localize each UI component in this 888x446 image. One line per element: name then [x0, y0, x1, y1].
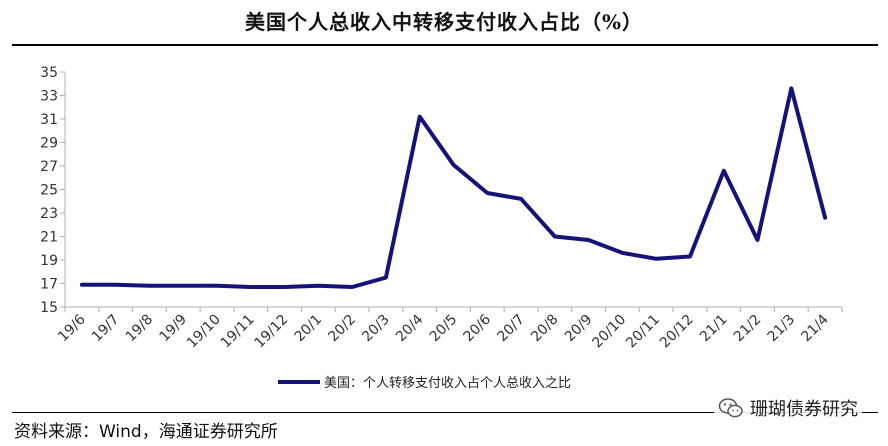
data-point: [216, 285, 218, 287]
y-tick-label: 23: [40, 206, 58, 222]
x-tick-label: 21/4: [798, 311, 832, 345]
x-tick-label: 20/10: [589, 312, 629, 352]
series-line: [79, 86, 828, 289]
data-point: [419, 116, 421, 118]
data-point: [824, 217, 826, 219]
wechat-icon: [718, 398, 743, 418]
data-point: [790, 87, 792, 89]
x-tick-label: 20/4: [393, 311, 427, 345]
x-tick-label: 20/11: [623, 312, 663, 352]
x-tick-label: 20/6: [461, 311, 495, 345]
data-point: [486, 192, 488, 194]
data-point: [284, 286, 286, 288]
data-point: [149, 285, 150, 287]
data-point: [554, 236, 556, 237]
data-point: [351, 286, 353, 288]
y-tick-label: 35: [40, 65, 58, 81]
y-tick-label: 15: [40, 300, 58, 316]
y-tick-label: 27: [40, 159, 58, 175]
series-layer: [79, 86, 828, 289]
y-tick-label: 17: [40, 277, 58, 293]
x-tick-label: 21/2: [731, 312, 765, 346]
x-tick-label: 21/3: [765, 312, 799, 346]
x-tick-label: 20/3: [359, 312, 393, 346]
y-tick-label: 21: [40, 230, 58, 246]
y-tick-label: 25: [40, 183, 58, 199]
x-tick-label: 19/8: [123, 312, 157, 346]
x-tick-label: 19/11: [218, 312, 258, 352]
x-tick-label: 20/2: [325, 312, 359, 346]
data-point: [115, 284, 117, 286]
x-tick-label: 21/1: [697, 312, 731, 346]
x-tick-label: 19/6: [55, 311, 89, 345]
data-point: [182, 285, 184, 287]
legend-label: 美国：个人转移支付收入占个人总收入之比: [324, 376, 571, 391]
data-point: [621, 252, 623, 254]
data-point: [723, 170, 725, 172]
source-note: 资料来源：Wind，海通证券研究所: [14, 422, 278, 442]
data-point: [385, 277, 387, 279]
y-tick-label: 31: [40, 112, 58, 128]
data-point: [588, 239, 590, 241]
x-tick-label: 20/12: [657, 312, 697, 352]
data-point: [317, 285, 319, 287]
watermark: 珊瑚债券研究: [714, 395, 862, 421]
data-point: [453, 164, 454, 166]
x-tick-label: 20/5: [427, 312, 461, 346]
title-divider: [12, 44, 878, 46]
data-point: [520, 198, 522, 200]
x-tick-label: 19/10: [184, 312, 224, 352]
watermark-text: 珊瑚债券研究: [750, 399, 858, 420]
data-point: [655, 258, 657, 260]
y-tick-label: 33: [40, 89, 58, 105]
y-tick-label: 19: [40, 253, 58, 269]
chart-title: 美国个人总收入中转移支付收入占比（%）: [244, 10, 643, 34]
y-axis: 15 17 19 21 23 25 27 29 31 33 35: [40, 65, 66, 316]
x-tick-label: 20/7: [494, 312, 528, 346]
data-point: [689, 256, 691, 257]
footer-divider: [12, 412, 878, 413]
legend: 美国：个人转移支付收入占个人总收入之比: [278, 376, 571, 391]
data-point: [81, 284, 83, 286]
x-tick-label: 20/8: [528, 312, 562, 346]
x-tick-label: 19/7: [89, 312, 123, 346]
x-tick-label: 20/1: [292, 312, 326, 346]
data-point: [250, 286, 252, 288]
x-tick-label: 19/12: [252, 312, 292, 352]
data-point: [757, 239, 758, 241]
y-tick-label: 29: [40, 136, 58, 152]
